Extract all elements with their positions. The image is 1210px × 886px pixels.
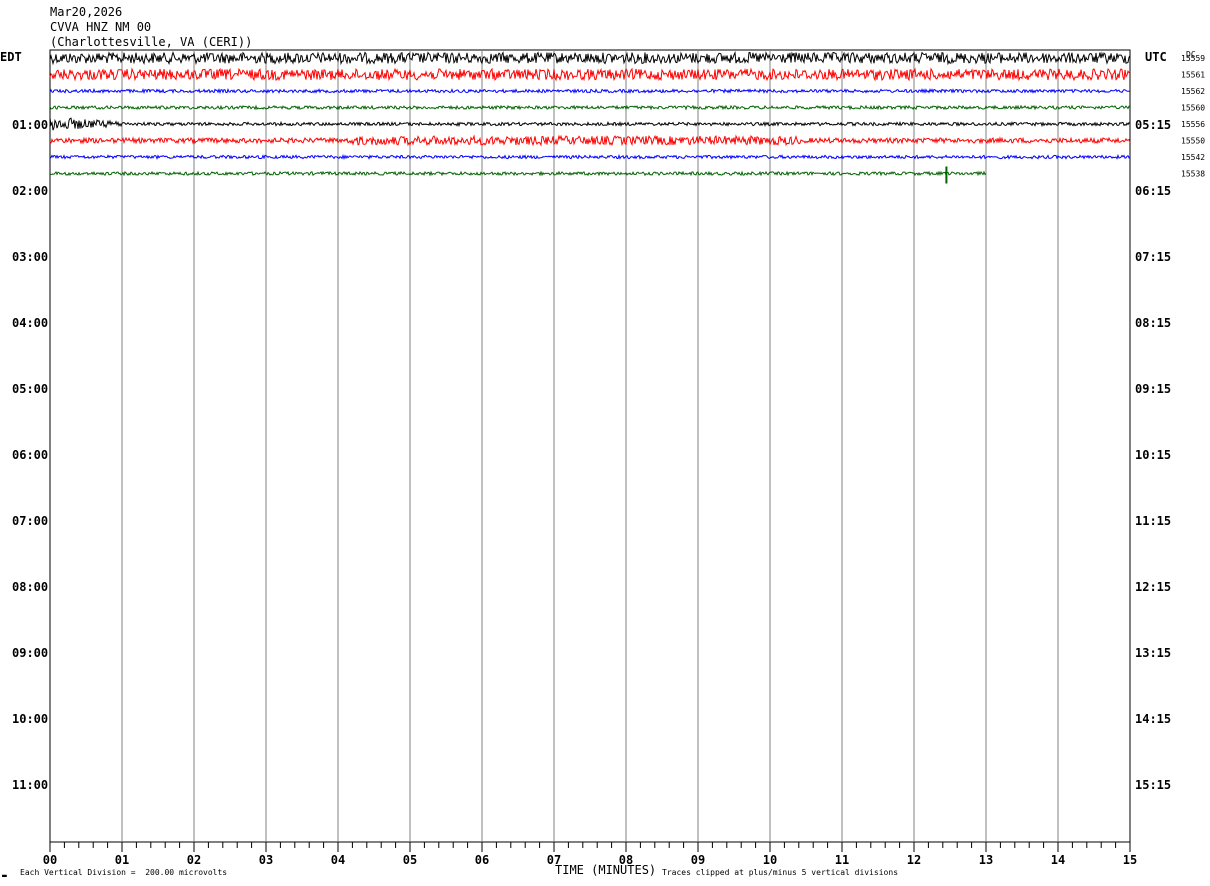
x-tick-label: 15 <box>1123 853 1137 867</box>
x-tick-label: 13 <box>979 853 993 867</box>
dc-value-label: 15562 <box>1181 87 1205 96</box>
station-label: CVVA HNZ NM 00 <box>50 20 152 34</box>
dc-value-label: 15550 <box>1181 137 1205 146</box>
dc-value-label: 15561 <box>1181 71 1205 80</box>
right-hour-label: 10:15 <box>1135 448 1171 462</box>
right-hour-label: 11:15 <box>1135 514 1171 528</box>
left-hour-label: 06:00 <box>12 448 48 462</box>
right-hour-label: 15:15 <box>1135 778 1171 792</box>
right-hour-label: 05:15 <box>1135 118 1171 132</box>
x-tick-label: 01 <box>115 853 129 867</box>
clip-note: Traces clipped at plus/minus 5 vertical … <box>662 868 899 877</box>
right-hour-label: 07:15 <box>1135 250 1171 264</box>
left-hour-label: 01:00 <box>12 118 48 132</box>
corner-mark: ▬ <box>2 871 7 880</box>
scale-note: Each Vertical Division = 200.00 microvol… <box>20 868 228 877</box>
x-tick-label: 07 <box>547 853 561 867</box>
x-tick-label: 09 <box>691 853 705 867</box>
right-hour-label: 12:15 <box>1135 580 1171 594</box>
left-hour-label: 10:00 <box>12 712 48 726</box>
dc-label: DC <box>1186 50 1196 59</box>
seismic-trace <box>49 134 1131 147</box>
seismic-trace <box>49 170 987 177</box>
x-tick-label: 04 <box>331 853 345 867</box>
x-tick-label: 14 <box>1051 853 1065 867</box>
x-tick-label: 02 <box>187 853 201 867</box>
dc-value-label: 15556 <box>1181 120 1205 129</box>
dc-value-label: 15538 <box>1181 170 1205 179</box>
x-tick-label: 03 <box>259 853 273 867</box>
date-label: Mar20,2026 <box>50 5 123 19</box>
right-hour-label: 13:15 <box>1135 646 1171 660</box>
location-label: (Charlottesville, VA (CERI)) <box>50 35 253 49</box>
left-hour-label: 07:00 <box>12 514 48 528</box>
x-tick-label: 06 <box>475 853 489 867</box>
dc-value-label: 15542 <box>1181 153 1205 162</box>
dc-value-label: 15559 <box>1181 54 1205 63</box>
x-axis-label: TIME (MINUTES) <box>555 863 657 877</box>
left-hour-label: 04:00 <box>12 316 48 330</box>
x-tick-label: 11 <box>835 853 849 867</box>
left-hour-label: 02:00 <box>12 184 48 198</box>
seismic-trace <box>49 87 1131 95</box>
left-hour-label: 05:00 <box>12 382 48 396</box>
right-hour-label: 14:15 <box>1135 712 1171 726</box>
right-timezone-label: UTC <box>1145 50 1167 64</box>
seismic-trace <box>49 50 1131 66</box>
left-hour-label: 09:00 <box>12 646 48 660</box>
left-timezone-label: EDT <box>0 50 22 64</box>
right-hour-label: 06:15 <box>1135 184 1171 198</box>
left-hour-label: 08:00 <box>12 580 48 594</box>
x-tick-label: 00 <box>43 853 57 867</box>
x-tick-label: 08 <box>619 853 633 867</box>
x-tick-label: 12 <box>907 853 921 867</box>
dc-value-label: 15560 <box>1181 104 1205 113</box>
plot-frame <box>49 49 1131 843</box>
x-tick-label: 05 <box>403 853 417 867</box>
right-hour-label: 08:15 <box>1135 316 1171 330</box>
seismic-trace <box>49 153 1131 161</box>
seismic-trace <box>49 67 1131 82</box>
left-hour-label: 03:00 <box>12 250 48 264</box>
left-hour-label: 11:00 <box>12 778 48 792</box>
seismic-trace <box>49 117 1131 131</box>
x-tick-label: 10 <box>763 853 777 867</box>
right-hour-label: 09:15 <box>1135 382 1171 396</box>
seismic-trace <box>49 104 1131 111</box>
